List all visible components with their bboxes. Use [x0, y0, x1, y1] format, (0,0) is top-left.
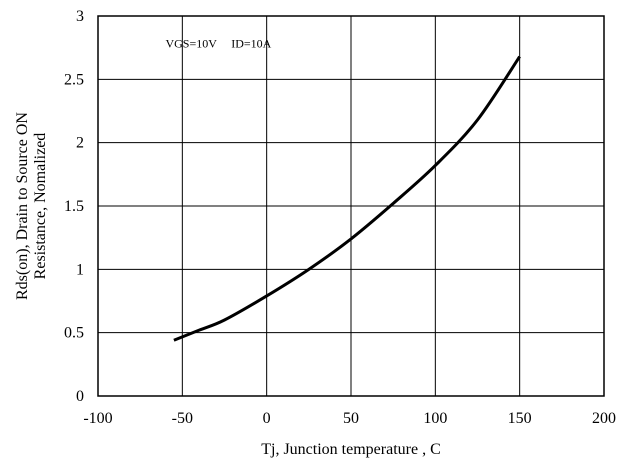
x-tick-label: 50 [343, 410, 359, 427]
y-tick-label: 1 [76, 261, 84, 278]
x-tick-label: 150 [508, 410, 532, 427]
y-tick-label: 1.5 [64, 198, 84, 215]
x-tick-label: 100 [423, 410, 447, 427]
y-tick-label: 2.5 [64, 71, 84, 88]
grid-layer [98, 16, 604, 396]
x-axis-title: Tj, Junction temperature , C [261, 441, 441, 458]
y-tick-label: 2 [76, 135, 84, 152]
y-tick-labels: 0 0.5 1 1.5 2 2.5 3 [64, 8, 84, 405]
series-line [173, 55, 521, 342]
y-axis-title-line-1: Rds(on), Drain to Source ON [14, 112, 31, 300]
y-tick-label: 3 [76, 8, 84, 25]
plot-border [97, 15, 605, 397]
x-tick-label: -100 [83, 410, 112, 427]
annotation-label: VGS=10V [165, 37, 217, 51]
x-tick-labels: -100 -50 0 50 100 150 200 [83, 410, 616, 427]
x-tick-label: 0 [263, 410, 271, 427]
plot-frame [97, 15, 605, 397]
annotation-label: ID=10A [231, 37, 271, 51]
y-axis-title-line-2: Resistance, Nomalized [32, 133, 49, 280]
y-tick-label: 0.5 [64, 325, 84, 342]
x-tick-label: 200 [592, 410, 616, 427]
annotation-layer: VGS=10V ID=10A [165, 37, 271, 51]
y-tick-label: 0 [76, 388, 84, 405]
x-tick-label: -50 [172, 410, 193, 427]
series-layer [173, 55, 521, 342]
